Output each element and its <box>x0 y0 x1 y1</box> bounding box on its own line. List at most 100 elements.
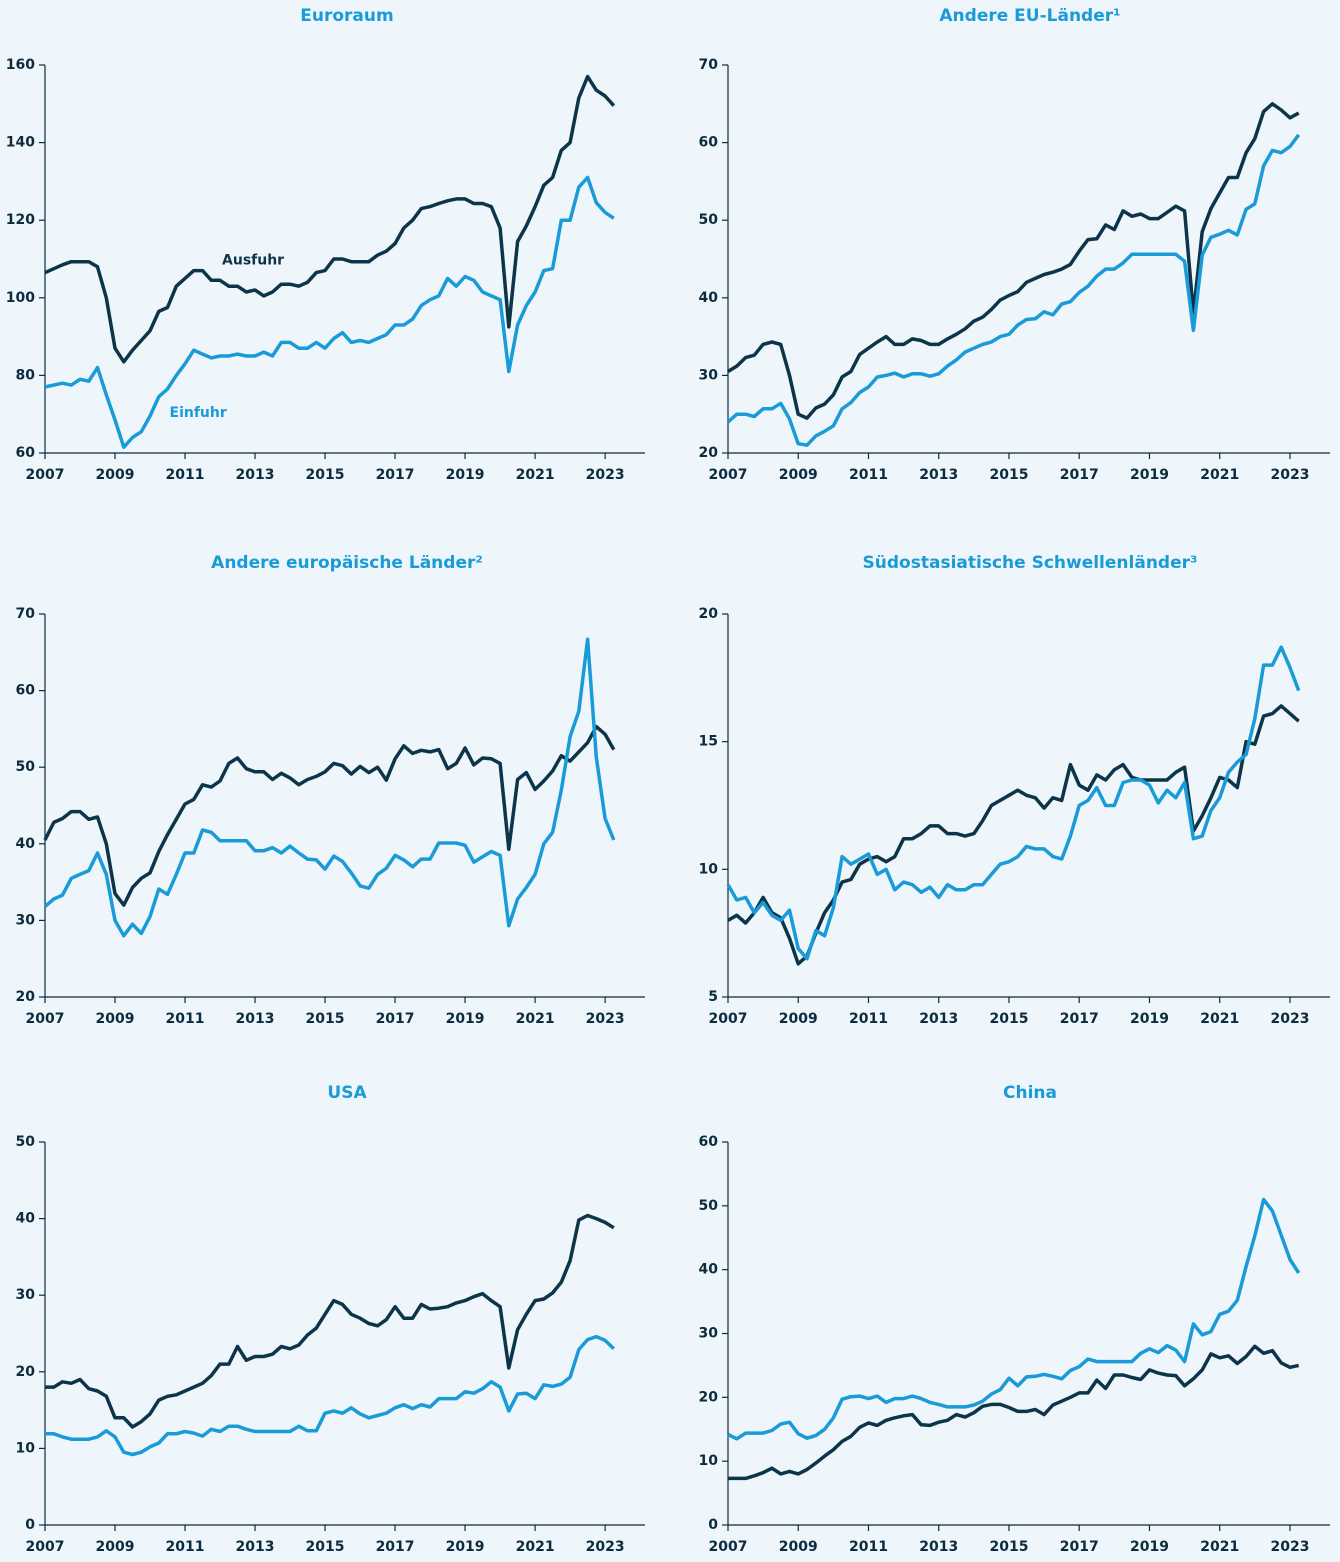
x-tick-label: 2023 <box>1270 1539 1309 1555</box>
y-tick-label: 40 <box>16 1211 36 1227</box>
y-tick-label: 50 <box>16 759 36 775</box>
chart-title: Andere EU-Länder¹ <box>939 6 1120 26</box>
x-tick-label: 2017 <box>376 467 415 483</box>
y-tick-label: 40 <box>699 290 719 306</box>
y-tick-label: 100 <box>6 290 35 306</box>
series-line <box>727 1197 1301 1441</box>
series-line <box>728 1344 1300 1481</box>
x-tick-label: 2019 <box>1130 1539 1169 1555</box>
x-tick-label: 2015 <box>306 1539 345 1555</box>
x-tick-label: 2015 <box>989 467 1028 483</box>
series-line <box>44 175 615 449</box>
y-tick-label: 20 <box>16 1364 36 1380</box>
x-tick-label: 2011 <box>166 1539 205 1555</box>
x-tick-label: 2019 <box>446 1539 485 1555</box>
x-tick-label: 2011 <box>849 1539 888 1555</box>
chart-title: China <box>1003 1083 1057 1103</box>
series-line <box>45 1334 616 1457</box>
series-line <box>45 1213 615 1429</box>
series-label: Ausfuhr <box>222 252 284 268</box>
x-tick-label: 2023 <box>586 467 625 483</box>
x-tick-label: 2017 <box>1060 467 1099 483</box>
y-tick-label: 20 <box>699 445 719 461</box>
x-tick-label: 2023 <box>1270 467 1309 483</box>
x-tick-label: 2017 <box>1060 1539 1099 1555</box>
y-tick-label: 50 <box>699 1198 719 1214</box>
x-tick-label: 2007 <box>709 1011 748 1027</box>
x-tick-label: 2011 <box>166 1011 205 1027</box>
series-line <box>727 102 1300 420</box>
x-tick-label: 2009 <box>779 1539 818 1555</box>
x-tick-label: 2023 <box>586 1011 625 1027</box>
y-tick-label: 20 <box>16 989 36 1005</box>
y-tick-label: 20 <box>699 1389 719 1405</box>
y-tick-label: 30 <box>16 912 36 928</box>
x-tick-label: 2007 <box>26 1011 65 1027</box>
x-tick-label: 2007 <box>26 467 65 483</box>
y-tick-label: 120 <box>6 212 35 228</box>
y-tick-label: 50 <box>699 212 719 228</box>
x-tick-label: 2021 <box>1200 467 1239 483</box>
series-line <box>726 645 1301 961</box>
x-tick-label: 2007 <box>26 1539 65 1555</box>
x-tick-label: 2019 <box>446 1011 485 1027</box>
y-tick-label: 60 <box>699 135 719 151</box>
y-tick-label: 30 <box>16 1287 36 1303</box>
y-tick-label: 15 <box>699 734 718 750</box>
x-tick-label: 2017 <box>376 1011 415 1027</box>
x-tick-label: 2023 <box>586 1539 625 1555</box>
y-tick-label: 60 <box>699 1134 719 1150</box>
x-tick-label: 2019 <box>1130 467 1169 483</box>
chart-title: Südostasiatische Schwellenländer³ <box>863 553 1198 573</box>
chart-title: USA <box>327 1083 367 1103</box>
x-tick-label: 2017 <box>1060 1011 1099 1027</box>
y-tick-label: 60 <box>16 683 36 699</box>
x-tick-label: 2013 <box>236 1539 275 1555</box>
y-tick-label: 50 <box>16 1134 36 1150</box>
y-tick-label: 5 <box>708 989 718 1005</box>
y-tick-label: 10 <box>16 1440 36 1456</box>
x-tick-label: 2017 <box>376 1539 415 1555</box>
y-tick-label: 70 <box>16 606 36 622</box>
y-tick-label: 160 <box>6 57 35 73</box>
x-tick-label: 2021 <box>516 467 555 483</box>
x-tick-label: 2007 <box>709 1539 748 1555</box>
x-tick-label: 2013 <box>919 1011 958 1027</box>
x-tick-label: 2019 <box>446 467 485 483</box>
x-tick-label: 2009 <box>96 1539 135 1555</box>
series-line <box>43 637 616 938</box>
x-tick-label: 2021 <box>516 1539 555 1555</box>
x-tick-label: 2013 <box>919 467 958 483</box>
series-label: Einfuhr <box>170 405 227 421</box>
y-tick-label: 140 <box>6 135 35 151</box>
x-tick-label: 2023 <box>1270 1011 1309 1027</box>
y-tick-label: 10 <box>699 861 719 877</box>
y-tick-label: 30 <box>699 367 719 383</box>
series-line <box>726 133 1301 447</box>
x-tick-label: 2019 <box>1130 1011 1169 1027</box>
y-tick-label: 70 <box>699 57 719 73</box>
x-tick-label: 2009 <box>96 467 135 483</box>
x-tick-label: 2011 <box>166 467 205 483</box>
x-tick-label: 2011 <box>849 1011 888 1027</box>
x-tick-label: 2009 <box>96 1011 135 1027</box>
y-tick-label: 40 <box>16 836 36 852</box>
x-tick-label: 2021 <box>1200 1011 1239 1027</box>
y-tick-label: 60 <box>16 445 36 461</box>
chart-title: Euroraum <box>300 6 393 26</box>
chart-title: Andere europäische Länder² <box>211 553 483 573</box>
x-tick-label: 2015 <box>306 1011 345 1027</box>
series-line <box>43 724 616 907</box>
y-tick-label: 20 <box>699 606 719 622</box>
x-tick-label: 2015 <box>306 467 345 483</box>
y-tick-label: 30 <box>699 1326 719 1342</box>
x-tick-label: 2009 <box>779 467 818 483</box>
x-tick-label: 2011 <box>849 467 888 483</box>
x-tick-label: 2015 <box>989 1011 1028 1027</box>
x-tick-label: 2021 <box>516 1011 555 1027</box>
y-tick-label: 40 <box>699 1262 719 1278</box>
series-line <box>44 74 616 364</box>
x-tick-label: 2013 <box>236 1011 275 1027</box>
